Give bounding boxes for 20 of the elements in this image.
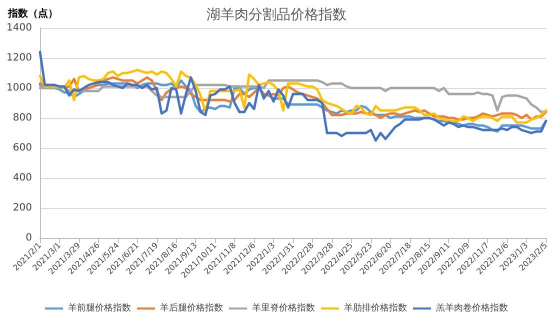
line-series bbox=[38, 68, 548, 124]
legend-label: 羊前腿价格指数 bbox=[68, 302, 131, 314]
y-tick-label: 600 bbox=[12, 142, 32, 154]
y-tick-label: 800 bbox=[12, 112, 32, 124]
y-tick-label: 0 bbox=[26, 232, 32, 244]
line-series bbox=[38, 79, 548, 133]
legend-label: 羊肋排价格指数 bbox=[344, 302, 407, 314]
y-tick-label: 1000 bbox=[6, 82, 32, 94]
y-tick-label: 1400 bbox=[6, 22, 32, 34]
legend-label: 羊后腿价格指数 bbox=[160, 302, 223, 314]
line-series bbox=[38, 50, 548, 142]
y-tick-label: 200 bbox=[12, 202, 32, 214]
y-axis-title: 指数（点） bbox=[7, 8, 58, 20]
legend-label: 羔羊肉卷价格指数 bbox=[436, 302, 508, 314]
legend-label: 羊里脊价格指数 bbox=[252, 302, 315, 314]
line-series bbox=[38, 79, 548, 114]
chart-title: 湖羊肉分割品价格指数 bbox=[206, 7, 346, 23]
y-tick-label: 400 bbox=[12, 172, 32, 184]
y-tick-label: 1200 bbox=[6, 52, 32, 64]
line-series bbox=[38, 76, 548, 121]
